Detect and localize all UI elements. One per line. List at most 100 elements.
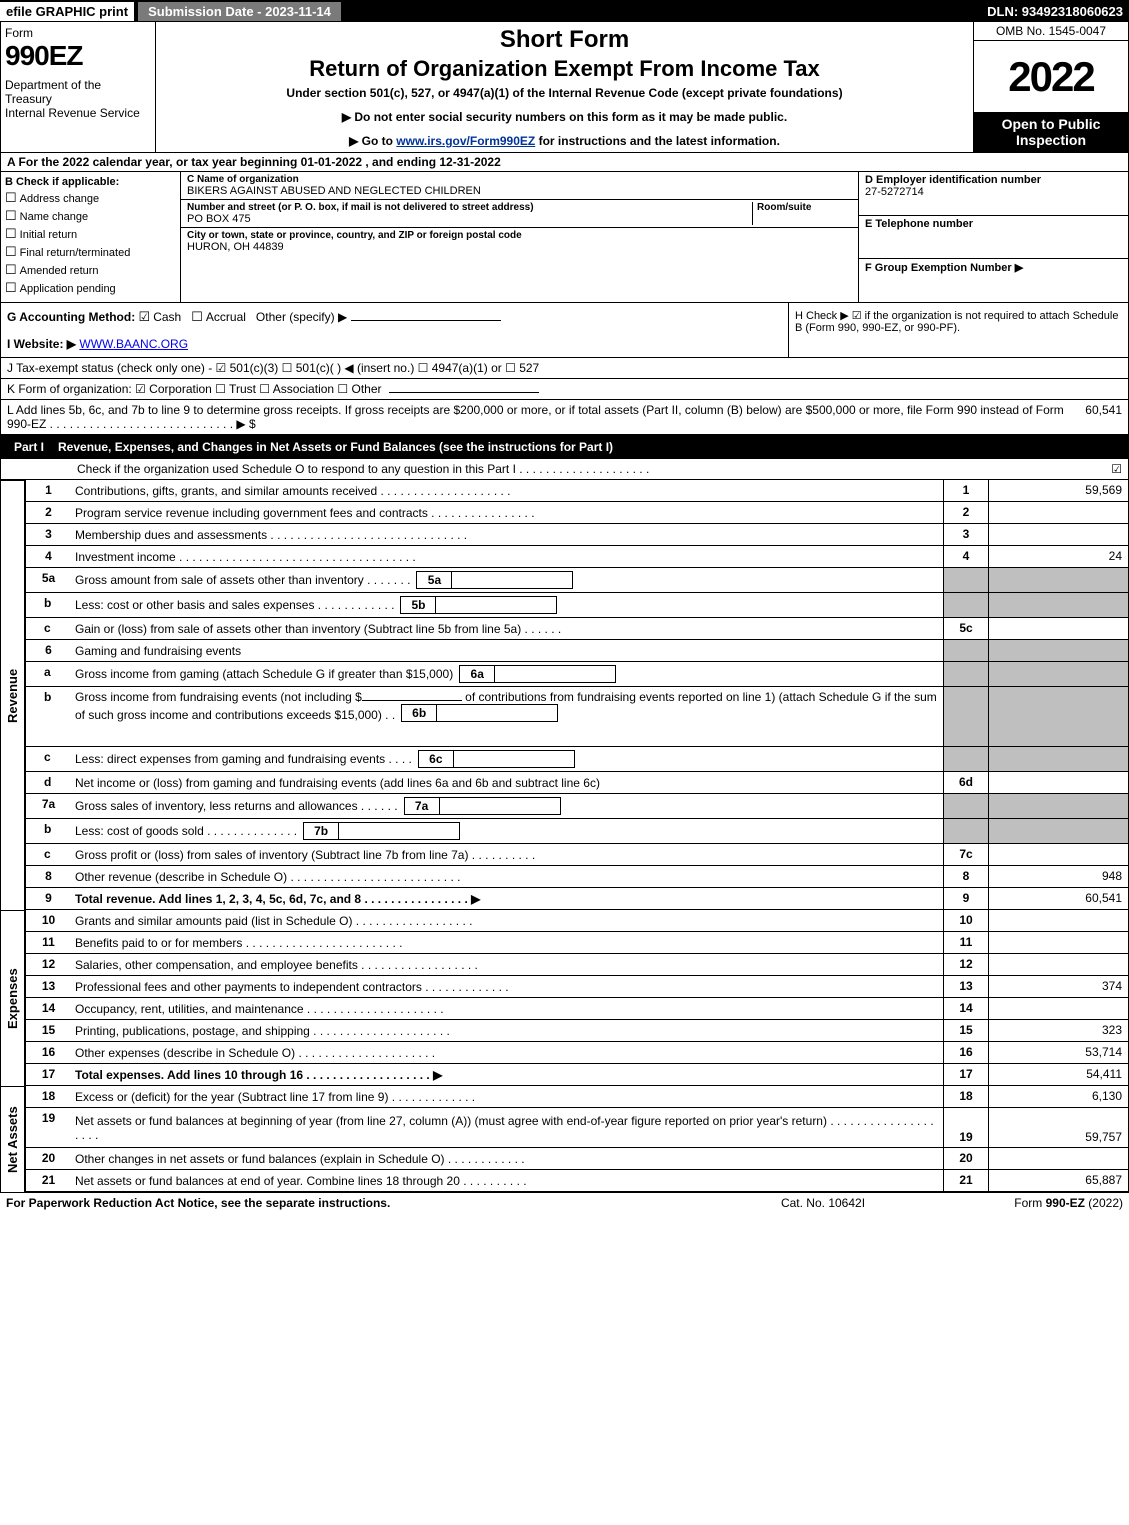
group-exemption-row: F Group Exemption Number ▶ xyxy=(859,259,1128,302)
line-2: 2Program service revenue including gover… xyxy=(25,502,1129,524)
top-bar: efile GRAPHIC print Submission Date - 20… xyxy=(0,0,1129,22)
part1-label: Part I xyxy=(6,438,52,456)
line-5c: cGain or (loss) from sale of assets othe… xyxy=(25,618,1129,640)
irs-link[interactable]: www.irs.gov/Form990EZ xyxy=(396,134,535,148)
omb-number: OMB No. 1545-0047 xyxy=(974,22,1128,41)
under-section: Under section 501(c), 527, or 4947(a)(1)… xyxy=(164,86,965,100)
part1-title: Revenue, Expenses, and Changes in Net As… xyxy=(58,440,1123,454)
line-11: 11Benefits paid to or for members . . . … xyxy=(25,932,1129,954)
line-6a: aGross income from gaming (attach Schedu… xyxy=(25,662,1129,687)
line-12: 12Salaries, other compensation, and empl… xyxy=(25,954,1129,976)
line-7c: cGross profit or (loss) from sales of in… xyxy=(25,844,1129,866)
website-label: I Website: ▶ xyxy=(7,337,76,351)
line-7b: bLess: cost of goods sold . . . . . . . … xyxy=(25,819,1129,844)
expenses-side-label: Expenses xyxy=(0,910,25,1086)
org-addr-row: Number and street (or P. O. box, if mail… xyxy=(181,200,858,228)
org-city: HURON, OH 44839 xyxy=(187,241,852,253)
line-5b: bLess: cost or other basis and sales exp… xyxy=(25,593,1129,618)
ein-row: D Employer identification number 27-5272… xyxy=(859,172,1128,216)
line-1: 1Contributions, gifts, grants, and simil… xyxy=(25,480,1129,502)
chk-accrual[interactable] xyxy=(191,310,206,324)
goto-notice: ▶ Go to www.irs.gov/Form990EZ for instru… xyxy=(164,134,965,148)
revenue-side-label: Revenue xyxy=(0,480,25,910)
row-k-form-of-org: K Form of organization: ☑ Corporation ☐ … xyxy=(0,379,1129,400)
efile-label[interactable]: efile GRAPHIC print xyxy=(0,2,134,21)
org-name-row: C Name of organization BIKERS AGAINST AB… xyxy=(181,172,858,200)
l-value: 60,541 xyxy=(1085,403,1122,431)
ssn-notice: ▶ Do not enter social security numbers o… xyxy=(164,110,965,124)
tax-year: 2022 xyxy=(974,41,1128,112)
col-b-checkboxes: B Check if applicable: Address change Na… xyxy=(1,172,181,302)
chk-amended-return[interactable]: Amended return xyxy=(5,262,176,278)
chk-application-pending[interactable]: Application pending xyxy=(5,280,176,296)
other-line xyxy=(351,320,501,321)
part1-check-text: Check if the organization used Schedule … xyxy=(77,462,1097,476)
short-form-title: Short Form xyxy=(164,26,965,54)
part1-check-row: Check if the organization used Schedule … xyxy=(0,459,1129,480)
expenses-section: Expenses 10Grants and similar amounts pa… xyxy=(0,910,1129,1086)
row-gh: G Accounting Method: Cash Accrual Other … xyxy=(0,303,1129,358)
k-text: K Form of organization: ☑ Corporation ☐ … xyxy=(7,382,382,396)
line-21: 21Net assets or fund balances at end of … xyxy=(25,1170,1129,1192)
row-l-gross-receipts: L Add lines 5b, 6c, and 7b to line 9 to … xyxy=(0,400,1129,435)
col-def: D Employer identification number 27-5272… xyxy=(858,172,1128,302)
phone-label: E Telephone number xyxy=(865,218,1122,230)
line-6: 6Gaming and fundraising events xyxy=(25,640,1129,662)
line-17: 17Total expenses. Add lines 10 through 1… xyxy=(25,1064,1129,1086)
g-label: G Accounting Method: xyxy=(7,310,139,324)
line-6b: bGross income from fundraising events (n… xyxy=(25,687,1129,747)
line-14: 14Occupancy, rent, utilities, and mainte… xyxy=(25,998,1129,1020)
line-9: 9Total revenue. Add lines 1, 2, 3, 4, 5c… xyxy=(25,888,1129,910)
accounting-method: G Accounting Method: Cash Accrual Other … xyxy=(1,303,788,357)
b-heading: B Check if applicable: xyxy=(5,176,176,188)
chk-final-return[interactable]: Final return/terminated xyxy=(5,244,176,260)
room-label: Room/suite xyxy=(757,202,852,213)
page-footer: For Paperwork Reduction Act Notice, see … xyxy=(0,1192,1129,1213)
form-label: Form xyxy=(5,26,151,40)
netassets-section: Net Assets 18Excess or (deficit) for the… xyxy=(0,1086,1129,1192)
line-5a: 5aGross amount from sale of assets other… xyxy=(25,568,1129,593)
form-header: Form 990EZ Department of the Treasury In… xyxy=(0,22,1129,153)
org-name: BIKERS AGAINST ABUSED AND NEGLECTED CHIL… xyxy=(187,185,852,197)
line-6d: dNet income or (loss) from gaming and fu… xyxy=(25,772,1129,794)
line-4: 4Investment income . . . . . . . . . . .… xyxy=(25,546,1129,568)
part1-header: Part I Revenue, Expenses, and Changes in… xyxy=(0,435,1129,459)
col-c-org-info: C Name of organization BIKERS AGAINST AB… xyxy=(181,172,858,302)
header-center: Short Form Return of Organization Exempt… xyxy=(156,22,973,152)
chk-cash[interactable] xyxy=(139,310,154,324)
goto-pre: ▶ Go to xyxy=(349,134,396,148)
chk-name-change[interactable]: Name change xyxy=(5,208,176,224)
line-3: 3Membership dues and assessments . . . .… xyxy=(25,524,1129,546)
chk-initial-return[interactable]: Initial return xyxy=(5,226,176,242)
ein-value: 27-5272714 xyxy=(865,186,1122,198)
netassets-side-label: Net Assets xyxy=(0,1086,25,1192)
return-title: Return of Organization Exempt From Incom… xyxy=(164,56,965,82)
line-13: 13Professional fees and other payments t… xyxy=(25,976,1129,998)
department: Department of the Treasury Internal Reve… xyxy=(5,78,151,120)
website-link[interactable]: WWW.BAANC.ORG xyxy=(79,337,188,351)
paperwork-notice: For Paperwork Reduction Act Notice, see … xyxy=(6,1196,723,1210)
h-schedule-b: H Check ▶ ☑ if the organization is not r… xyxy=(788,303,1128,357)
chk-address-change[interactable]: Address change xyxy=(5,190,176,206)
row-j-tax-exempt: J Tax-exempt status (check only one) - ☑… xyxy=(0,358,1129,379)
header-right: OMB No. 1545-0047 2022 Open to Public In… xyxy=(973,22,1128,152)
org-city-row: City or town, state or province, country… xyxy=(181,228,858,255)
line-16: 16Other expenses (describe in Schedule O… xyxy=(25,1042,1129,1064)
header-left: Form 990EZ Department of the Treasury In… xyxy=(1,22,156,152)
line-7a: 7aGross sales of inventory, less returns… xyxy=(25,794,1129,819)
k-other-line xyxy=(389,392,539,393)
section-bcdef: B Check if applicable: Address change Na… xyxy=(0,172,1129,303)
form-number: 990EZ xyxy=(5,40,151,72)
addr-label: Number and street (or P. O. box, if mail… xyxy=(187,202,752,213)
line-15: 15Printing, publications, postage, and s… xyxy=(25,1020,1129,1042)
org-name-label: C Name of organization xyxy=(187,174,852,185)
city-label: City or town, state or province, country… xyxy=(187,230,852,241)
line-10: 10Grants and similar amounts paid (list … xyxy=(25,910,1129,932)
line-19: 19Net assets or fund balances at beginni… xyxy=(25,1108,1129,1148)
open-inspection: Open to Public Inspection xyxy=(974,112,1128,152)
org-address: PO BOX 475 xyxy=(187,213,752,225)
part1-check-box[interactable]: ☑ xyxy=(1097,462,1122,476)
other-specify: Other (specify) ▶ xyxy=(256,310,347,324)
phone-row: E Telephone number xyxy=(859,216,1128,260)
submission-date: Submission Date - 2023-11-14 xyxy=(138,2,341,21)
